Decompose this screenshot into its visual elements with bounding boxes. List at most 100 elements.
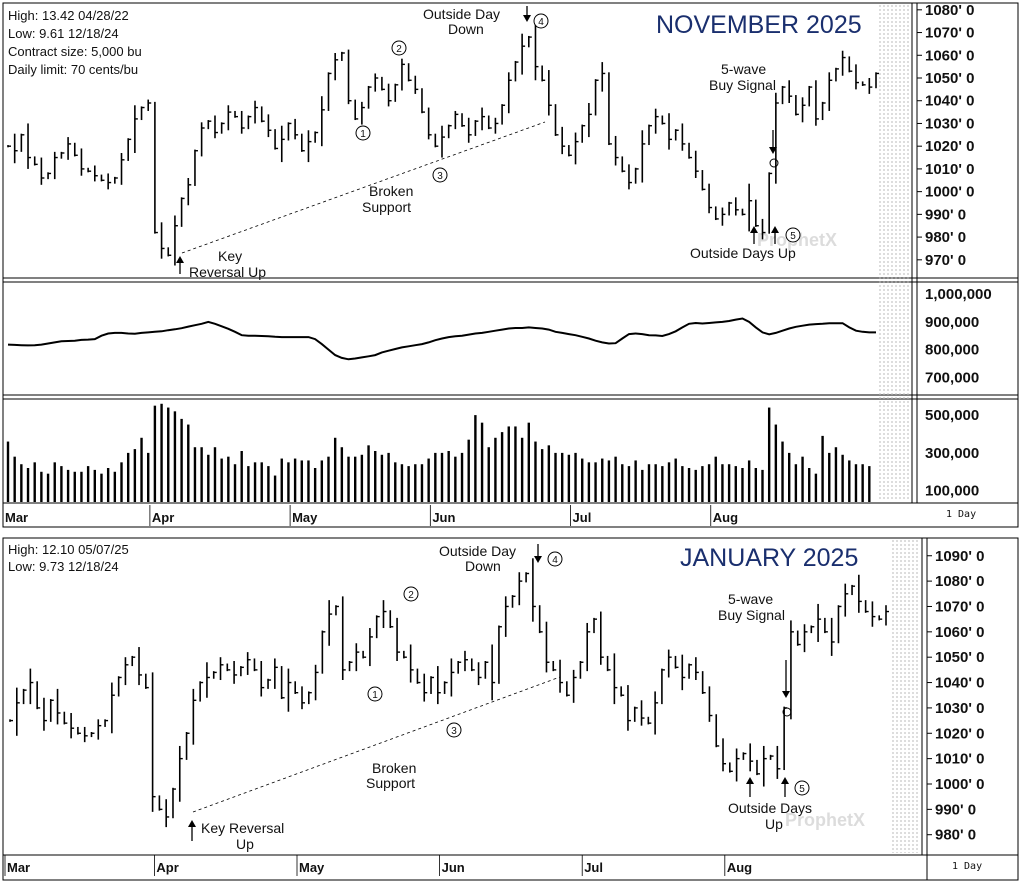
- nov-ohlc-bar: [588, 103, 592, 138]
- nov-volume-bar: [86, 466, 90, 502]
- nov-volume-bar: [547, 445, 551, 502]
- nov-volume-bar: [354, 456, 357, 502]
- nov-ohlc-bar: [848, 56, 853, 73]
- nov-ohlc-bar: [714, 206, 719, 221]
- svg-text:1: 1: [360, 129, 366, 140]
- nov-ohlc-bar: [107, 173, 112, 190]
- jan-ohlc-bar: [498, 625, 502, 684]
- jan-ohlc-bar: [375, 615, 380, 639]
- nov-volume-bar: [20, 464, 23, 502]
- nov-volume-bar: [794, 464, 798, 502]
- nov-volume-bar: [260, 462, 263, 502]
- nov-ohlc-bar: [154, 101, 158, 234]
- nov-volume-bar: [93, 469, 96, 502]
- nov-ohlc-bar: [681, 123, 686, 151]
- nov-volume-bar: [567, 454, 571, 502]
- jan-ohlc-bar: [104, 719, 109, 727]
- nov-volume-bar: [313, 468, 317, 502]
- jan-ohlc-bar: [287, 668, 292, 712]
- nov-price-tick-label: 1070' 0: [925, 25, 974, 42]
- jan-price-tick-label: 1050' 0: [935, 649, 984, 666]
- jan-ohlc-bar: [301, 686, 305, 710]
- nov-month-label: Apr: [152, 510, 174, 525]
- nov-ohlc-bar: [748, 183, 753, 232]
- jan-ohlc-bar: [776, 745, 781, 779]
- nov-price-tick-label: 1080' 0: [925, 2, 974, 19]
- nov-ohlc-bar: [334, 53, 339, 81]
- jan-ohlc-bar: [49, 699, 54, 722]
- nov-ohlc-bar: [581, 124, 586, 143]
- nov-ohlc-bar: [795, 95, 799, 116]
- jan-month-label: Mar: [7, 860, 30, 875]
- jan-ohlc-bar: [735, 748, 740, 782]
- nov-ohlc-bar: [875, 72, 879, 89]
- jan-ohlc-bar: [620, 686, 625, 697]
- nov-ohlc-bar: [354, 99, 359, 121]
- nov-ohlc-bar: [608, 72, 612, 146]
- jan-ohlc-bar: [138, 647, 143, 686]
- jan-ohlc-bar: [416, 668, 421, 684]
- nov-volume-bar: [394, 462, 397, 502]
- nov-ohlc-bar: [614, 135, 619, 166]
- nov-volume-bar: [841, 454, 844, 502]
- nov-volume-bar: [213, 447, 217, 502]
- nov-volume-bar: [333, 437, 337, 502]
- nov-ohlc-bar: [734, 197, 739, 216]
- nov-ohlc-bar: [60, 151, 65, 159]
- nov-ohlc-bar: [835, 67, 839, 82]
- nov-volume-bar: [788, 452, 791, 502]
- nov-ohlc-bar: [514, 60, 519, 82]
- nov-volume-bar: [687, 468, 691, 502]
- nov-ohlc-bar: [254, 100, 259, 124]
- nov-volume-bar: [520, 437, 524, 502]
- jan-ohlc-bar: [165, 799, 170, 828]
- jan-price-tick-label: 1080' 0: [935, 573, 984, 590]
- nov-ohlc-bar: [421, 88, 425, 114]
- svg-text:5: 5: [799, 784, 805, 795]
- nov-ohlc-bar: [227, 105, 232, 131]
- nov-price-tick-label: 970' 0: [925, 252, 966, 269]
- jan-broken-support-line: [192, 676, 561, 813]
- jan-ohlc-bar: [124, 657, 129, 686]
- nov-volume-bar: [781, 441, 784, 502]
- nov-volume-bar: [581, 458, 584, 502]
- jan-month-axis: Mar Apr May Jun Jul Aug: [4, 855, 752, 876]
- jan-ohlc-bar: [606, 655, 611, 672]
- jan-month-label: Jun: [442, 860, 465, 875]
- jan-ohlc-bar: [233, 660, 238, 684]
- nov-ohlc-bar: [267, 114, 272, 138]
- nov-volume-bar: [761, 469, 764, 502]
- jan-ohlc-bar: [9, 719, 13, 722]
- jan-ohlc-bar: [864, 600, 869, 613]
- jan-ohlc-bar: [321, 630, 326, 674]
- jan-ohlc-bar: [36, 681, 41, 710]
- jan-ohlc-bar: [511, 595, 516, 608]
- nov-ohlc-bar: [33, 156, 38, 166]
- nov-volume-bar: [701, 466, 704, 502]
- nov-volume-bar: [106, 468, 110, 502]
- nov-volume-bar: [167, 407, 170, 502]
- nov-volume-bar: [747, 460, 751, 502]
- nov-ohlc-bar: [828, 72, 833, 111]
- jan-ohlc-bar: [97, 719, 102, 740]
- jan-future-hatch: [892, 540, 918, 853]
- jan-arrow-key-reversal: [188, 820, 196, 841]
- nov-ohlc-bar: [260, 106, 265, 123]
- nov-ohlc-bar: [461, 113, 466, 127]
- nov-volume-bar: [80, 471, 83, 502]
- nov-broken-support-line: [181, 121, 546, 254]
- nov-ohlc-bar: [561, 126, 566, 155]
- jan-ohlc-bar: [70, 712, 75, 739]
- jan-ohlc-bar: [552, 660, 557, 672]
- nov-volume-bar: [33, 462, 36, 502]
- jan-ohlc-bar: [790, 620, 794, 720]
- nov-volume-bar: [721, 464, 724, 502]
- nov-ohlc-bar: [401, 58, 405, 91]
- nov-volume-bar: [13, 456, 16, 502]
- nov-ohlc-bar: [855, 64, 859, 90]
- jan-price-tick-label: 1030' 0: [935, 700, 984, 717]
- jan-ohlc-bar: [29, 668, 34, 705]
- nov-ohlc-bar: [721, 207, 726, 226]
- nov-ohlc-bar: [394, 83, 399, 102]
- jan-ohlc-bar: [532, 558, 536, 622]
